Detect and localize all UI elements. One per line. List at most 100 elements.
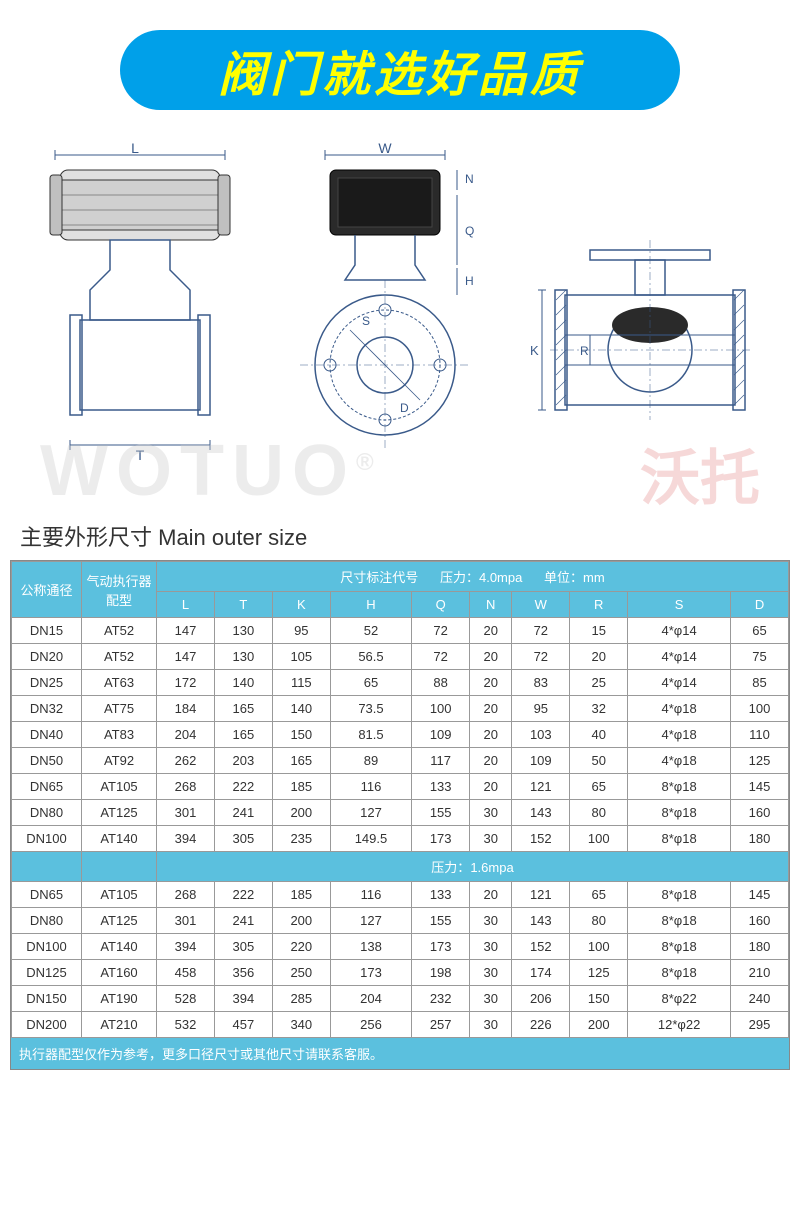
cell-value: 20 xyxy=(470,748,512,774)
cell-value: 73.5 xyxy=(330,696,411,722)
cell-at: AT210 xyxy=(82,1012,157,1038)
table-row: DN65AT10526822218511613320121658*φ18145 xyxy=(12,882,789,908)
cell-value: 250 xyxy=(272,960,330,986)
cell-value: 200 xyxy=(570,1012,628,1038)
cell-value: 4*φ18 xyxy=(628,722,731,748)
cell-at: AT140 xyxy=(82,826,157,852)
cell-value: 147 xyxy=(157,618,215,644)
cell-value: 30 xyxy=(470,934,512,960)
cell-value: 222 xyxy=(214,774,272,800)
cell-value: 394 xyxy=(157,934,215,960)
cell-value: 80 xyxy=(570,800,628,826)
cell-value: 100 xyxy=(731,696,789,722)
cell-value: 30 xyxy=(470,1012,512,1038)
cell-value: 50 xyxy=(570,748,628,774)
cell-value: 200 xyxy=(272,800,330,826)
cell-value: 95 xyxy=(512,696,570,722)
cell-value: 222 xyxy=(214,882,272,908)
dimensions-table-wrap: 公称通径 气动执行器配型 尺寸标注代号 压力：4.0mpa 单位：mm L T … xyxy=(10,560,790,1070)
cell-value: 241 xyxy=(214,908,272,934)
cell-value: 133 xyxy=(412,774,470,800)
th-R: R xyxy=(570,592,628,618)
th-actuator: 气动执行器配型 xyxy=(82,562,157,618)
cell-value: 105 xyxy=(272,644,330,670)
cell-value: 130 xyxy=(214,644,272,670)
cell-value: 75 xyxy=(731,644,789,670)
th-N: N xyxy=(470,592,512,618)
cell-value: 140 xyxy=(214,670,272,696)
cell-value: 150 xyxy=(570,986,628,1012)
svg-text:H: H xyxy=(465,274,474,288)
svg-text:K: K xyxy=(530,343,539,358)
cell-value: 140 xyxy=(272,696,330,722)
cell-value: 20 xyxy=(470,722,512,748)
table-row: DN200AT2105324573402562573022620012*φ222… xyxy=(12,1012,789,1038)
table-row: DN32AT7518416514073.51002095324*φ18100 xyxy=(12,696,789,722)
th-S: S xyxy=(628,592,731,618)
cell-value: 133 xyxy=(412,882,470,908)
cell-value: 127 xyxy=(330,800,411,826)
table-row: DN100AT140394305235149.5173301521008*φ18… xyxy=(12,826,789,852)
cell-at: AT190 xyxy=(82,986,157,1012)
cell-at: AT160 xyxy=(82,960,157,986)
dimensions-table: 公称通径 气动执行器配型 尺寸标注代号 压力：4.0mpa 单位：mm L T … xyxy=(11,561,789,1038)
cell-value: 173 xyxy=(412,826,470,852)
cell-dn: DN125 xyxy=(12,960,82,986)
cell-value: 4*φ18 xyxy=(628,748,731,774)
cell-value: 145 xyxy=(731,774,789,800)
pressure-separator-row: 压力：1.6mpa xyxy=(12,852,789,882)
cell-value: 125 xyxy=(731,748,789,774)
cell-at: AT125 xyxy=(82,908,157,934)
cell-at: AT105 xyxy=(82,774,157,800)
cell-value: 15 xyxy=(570,618,628,644)
th-dn: 公称通径 xyxy=(12,562,82,618)
cell-value: 204 xyxy=(330,986,411,1012)
cell-value: 95 xyxy=(272,618,330,644)
th-K: K xyxy=(272,592,330,618)
cell-value: 206 xyxy=(512,986,570,1012)
cell-value: 4*φ14 xyxy=(628,670,731,696)
cell-value: 125 xyxy=(570,960,628,986)
cell-dn: DN15 xyxy=(12,618,82,644)
watermark-cn: 沃托 xyxy=(640,430,760,517)
table-row: DN80AT12530124120012715530143808*φ18160 xyxy=(12,908,789,934)
cell-value: 20 xyxy=(470,774,512,800)
cell-value: 40 xyxy=(570,722,628,748)
cell-dn: DN32 xyxy=(12,696,82,722)
section-title: 主要外形尺寸 Main outer size xyxy=(20,520,780,552)
cell-value: 301 xyxy=(157,908,215,934)
cell-dn: DN80 xyxy=(12,908,82,934)
cell-dn: DN150 xyxy=(12,986,82,1012)
cell-value: 356 xyxy=(214,960,272,986)
cell-value: 83 xyxy=(512,670,570,696)
svg-text:S: S xyxy=(362,314,370,328)
cell-value: 130 xyxy=(214,618,272,644)
cell-value: 100 xyxy=(412,696,470,722)
cell-value: 8*φ18 xyxy=(628,774,731,800)
cell-value: 8*φ22 xyxy=(628,986,731,1012)
cell-value: 30 xyxy=(470,960,512,986)
cell-at: AT105 xyxy=(82,882,157,908)
cell-value: 85 xyxy=(731,670,789,696)
cell-value: 185 xyxy=(272,774,330,800)
cell-value: 116 xyxy=(330,882,411,908)
cell-value: 165 xyxy=(272,748,330,774)
cell-value: 457 xyxy=(214,1012,272,1038)
cell-value: 257 xyxy=(412,1012,470,1038)
svg-text:D: D xyxy=(400,401,409,415)
svg-text:Q: Q xyxy=(465,224,474,238)
cell-value: 152 xyxy=(512,934,570,960)
cell-value: 160 xyxy=(731,800,789,826)
cell-value: 110 xyxy=(731,722,789,748)
cell-value: 116 xyxy=(330,774,411,800)
cell-value: 256 xyxy=(330,1012,411,1038)
cell-value: 150 xyxy=(272,722,330,748)
cell-value: 210 xyxy=(731,960,789,986)
cell-value: 89 xyxy=(330,748,411,774)
table-row: DN25AT6317214011565882083254*φ1485 xyxy=(12,670,789,696)
cell-value: 4*φ14 xyxy=(628,618,731,644)
cell-value: 305 xyxy=(214,826,272,852)
cell-value: 155 xyxy=(412,800,470,826)
cell-value: 121 xyxy=(512,882,570,908)
cell-value: 103 xyxy=(512,722,570,748)
